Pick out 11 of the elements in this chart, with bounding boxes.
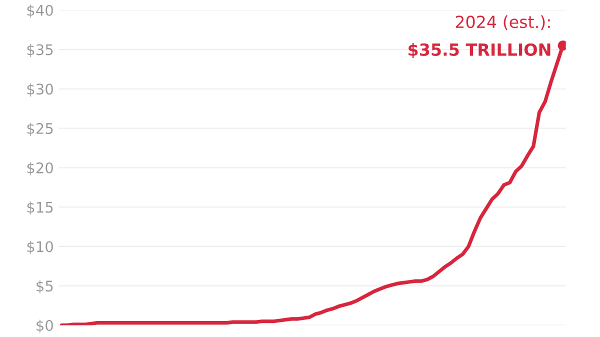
y-tick-label: $0 — [36, 320, 53, 333]
y-tick-label: $15 — [27, 202, 53, 215]
y-tick-label: $20 — [27, 162, 53, 176]
annotation: 2024 (est.): — [456, 15, 550, 30]
y-tick-label: $35 — [27, 44, 53, 58]
y-tick-label: $10 — [27, 240, 53, 254]
y-tick-label: $40 — [27, 4, 53, 18]
y-tick-label: $5 — [36, 280, 53, 294]
annotation: $35.5 TRILLION — [408, 43, 550, 58]
y-tick-label: $30 — [27, 83, 53, 97]
y-tick-label: $25 — [27, 122, 53, 136]
